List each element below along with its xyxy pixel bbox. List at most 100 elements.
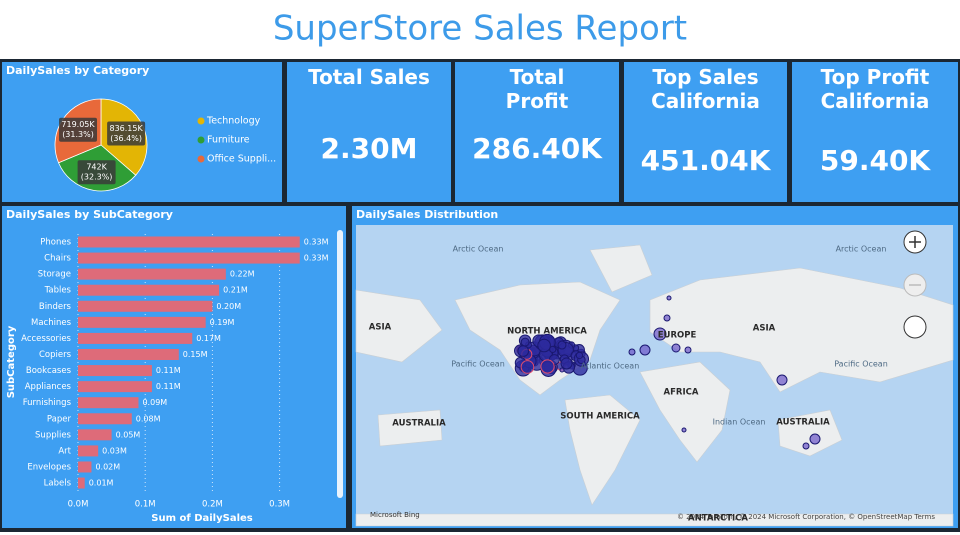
y-tick-label: Bookcases — [26, 366, 72, 376]
y-tick-label: Chairs — [44, 254, 71, 264]
label-box — [107, 121, 146, 146]
continent-label: ANTARCTICA — [688, 514, 748, 524]
ocean-label: Arctic Ocean — [453, 245, 504, 254]
value-label: 0.15M — [183, 350, 208, 359]
map-style[interactable] — [903, 315, 927, 339]
map-bubble — [776, 374, 788, 386]
map-bubble — [639, 344, 651, 356]
map-bubble — [517, 345, 530, 357]
land — [777, 409, 843, 457]
map-bubble — [520, 337, 530, 347]
map-bubble — [560, 357, 573, 370]
percent-label: (31.3%) — [62, 130, 94, 139]
y-tick-label: Tables — [44, 286, 72, 296]
map-attribution: © 2024 TomTom, © 2024 Microsoft Corporat… — [677, 513, 935, 521]
value-label: 0.09M — [142, 398, 167, 407]
zoom-in-icon — [909, 236, 921, 248]
legend-marker — [197, 155, 205, 163]
y-tick-label: Art — [58, 446, 71, 456]
x-tick-label: 0.2M — [202, 500, 223, 510]
bar — [78, 332, 193, 344]
bar — [78, 316, 206, 328]
land — [355, 289, 443, 363]
y-tick-label: Binders — [39, 302, 72, 312]
page-title: SuperStore Sales Report — [273, 9, 687, 49]
kpi-title: Total Profit — [505, 65, 569, 113]
y-axis-title: SubCategory — [6, 325, 17, 398]
map-bubble — [681, 427, 687, 433]
y-tick-label: Furnishings — [23, 398, 72, 408]
value-label: 0.17M — [196, 334, 221, 343]
value-label: 719.05K — [61, 120, 95, 129]
scrollbar[interactable] — [337, 230, 343, 498]
bar — [78, 445, 99, 457]
kpi-value: 59.40K — [819, 144, 931, 177]
ocean-label: Pacific Ocean — [834, 360, 888, 369]
map-bubble — [575, 351, 584, 360]
legend-label: Office Suppli... — [207, 154, 276, 165]
bar — [78, 365, 152, 377]
y-tick-label: Accessories — [21, 334, 71, 344]
continent-label: ASIA — [369, 323, 392, 333]
ocean-label: Pacific Ocean — [451, 360, 505, 369]
kpi-card: Top Sales California 451.04K — [624, 62, 787, 202]
y-tick-label: Labels — [44, 479, 72, 489]
continent-label: NORTH AMERICA — [507, 327, 587, 337]
percent-label: (36.4%) — [110, 134, 142, 143]
map-bubble — [628, 348, 636, 356]
map-bubble — [540, 359, 555, 374]
percent-label: (32.3%) — [81, 173, 113, 182]
legend-label: Technology — [206, 116, 261, 127]
kpi-title: Top Sales California — [651, 65, 760, 113]
bar — [78, 413, 132, 425]
kpi-value: 451.04K — [640, 144, 771, 177]
value-label: 0.19M — [210, 318, 235, 327]
y-tick-label: Storage — [38, 270, 71, 280]
bar — [78, 348, 179, 360]
value-label: 0.11M — [156, 382, 181, 391]
bar — [78, 268, 226, 280]
value-label: 742K — [86, 163, 107, 172]
y-tick-label: Supplies — [35, 430, 72, 440]
bar — [78, 236, 300, 248]
map-bubble — [809, 433, 821, 445]
ocean-label: Arctic Ocean — [836, 245, 887, 254]
legend-marker — [197, 136, 205, 144]
continent-label: AUSTRALIA — [392, 419, 446, 429]
value-label: 0.20M — [216, 302, 241, 311]
label-box — [77, 160, 116, 185]
value-label: 0.01M — [89, 479, 114, 488]
y-tick-label: Envelopes — [27, 462, 71, 472]
value-label: 0.33M — [304, 238, 329, 247]
kpi-title: Top Profit California — [820, 65, 930, 113]
ocean-label: Atlantic Ocean — [581, 362, 640, 371]
bar — [78, 300, 213, 312]
land — [639, 361, 731, 463]
bar — [78, 461, 92, 473]
bar — [78, 284, 220, 296]
x-tick-label: 0.0M — [68, 500, 89, 510]
y-tick-label: Appliances — [25, 382, 72, 392]
value-label: 0.33M — [304, 254, 329, 263]
continent-label: ASIA — [753, 324, 776, 334]
land — [377, 409, 443, 447]
land — [355, 513, 954, 527]
pie-title: DailySales by Category — [6, 64, 149, 77]
x-tick-label: 0.1M — [135, 500, 156, 510]
kpi-card: Total Profit 286.40K — [455, 62, 619, 202]
y-tick-label: Machines — [31, 318, 72, 328]
y-tick-label: Phones — [40, 238, 71, 248]
map-bubble — [684, 346, 692, 354]
map-bubble — [802, 442, 810, 450]
kpi-value: 2.30M — [320, 132, 418, 165]
bar — [78, 429, 112, 441]
map-bubble — [666, 295, 672, 301]
y-tick-label: Paper — [47, 414, 72, 424]
value-label: 0.11M — [156, 366, 181, 375]
value-label: 0.05M — [116, 430, 141, 439]
continent-label: EUROPE — [658, 331, 697, 341]
value-label: 0.22M — [230, 270, 255, 279]
map: Microsoft Bing © 2024 TomTom, © 2024 Mic… — [355, 225, 954, 527]
y-tick-label: Copiers — [39, 350, 72, 360]
kpi-value: 286.40K — [472, 132, 602, 165]
